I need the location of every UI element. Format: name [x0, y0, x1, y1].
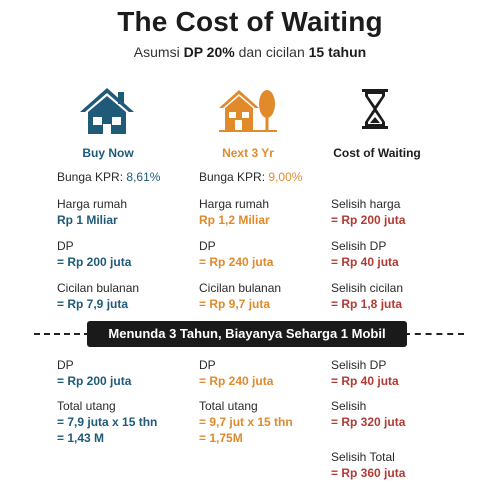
- bottom-buy-now-total: Total utang = 7,9 juta x 15 thn = 1,43 M: [57, 399, 158, 445]
- bottom-next-3yr-dp: DP = Rp 240 juta: [199, 358, 274, 388]
- bottom-cost-dp: Selisih DP = Rp 40 juta: [331, 358, 399, 388]
- bottom-buy-now-dp: DP = Rp 200 juta: [57, 358, 132, 388]
- buy-now-cicilan: Cicilan bulanan = Rp 7,9 juta: [57, 281, 140, 311]
- next-3yr-bunga: Bunga KPR: 9,00%: [199, 170, 303, 184]
- buy-now-harga: Harga rumah Rp 1 Miliar: [57, 197, 128, 227]
- cost-dp: Selisih DP = Rp 40 juta: [331, 239, 399, 269]
- bottom-cost-selisih: Selisih = Rp 320 juta: [331, 399, 406, 429]
- buy-now-bunga: Bunga KPR: 8,61%: [57, 170, 161, 184]
- next-3yr-cicilan: Cicilan bulanan = Rp 9,7 juta: [199, 281, 282, 311]
- page-subtitle: Asumsi DP 20% dan cicilan 15 tahun: [133, 44, 367, 60]
- banner: Menunda 3 Tahun, Biayanya Seharga 1 Mobi…: [87, 321, 407, 347]
- next-3yr-dp: DP = Rp 240 juta: [199, 239, 274, 269]
- divider-left: [34, 333, 90, 335]
- next-3yr-harga: Harga rumah Rp 1,2 Miliar: [199, 197, 270, 227]
- cost-harga: Selisih harga = Rp 200 juta: [331, 197, 406, 227]
- bottom-next-3yr-total: Total utang = 9,7 jut x 15 thn = 1,75M: [199, 399, 293, 445]
- divider-right: [404, 333, 464, 335]
- cost-cicilan: Selisih cicilan = Rp 1,8 juta: [331, 281, 404, 311]
- heading-cost-of-waiting: Cost of Waiting: [333, 146, 421, 160]
- house-tree-icon: [219, 90, 277, 132]
- bottom-cost-total: Selisih Total = Rp 360 juta: [331, 450, 406, 480]
- heading-next-3yr: Next 3 Yr: [222, 146, 274, 160]
- page-title: The Cost of Waiting: [117, 6, 383, 37]
- buy-now-dp: DP = Rp 200 juta: [57, 239, 132, 269]
- house-icon: [80, 88, 134, 134]
- hourglass-icon: [362, 89, 388, 129]
- heading-buy-now: Buy Now: [82, 146, 134, 160]
